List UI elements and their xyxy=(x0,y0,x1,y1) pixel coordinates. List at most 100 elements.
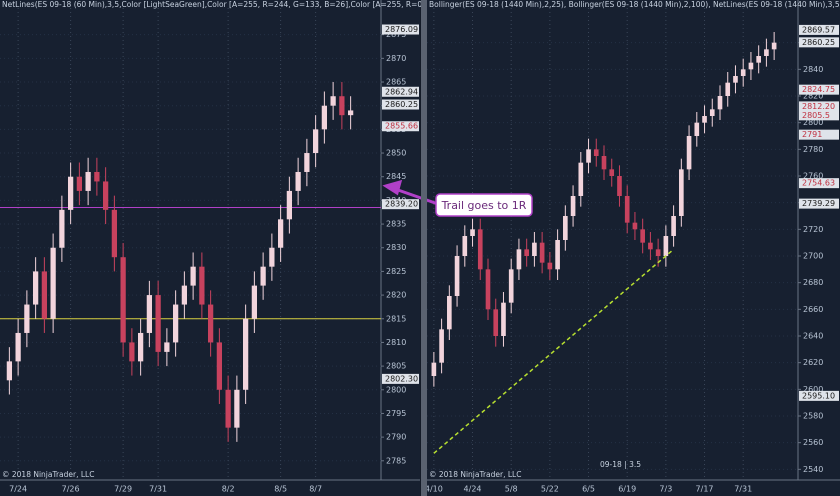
x-tick-label: 8/7 xyxy=(309,485,322,494)
candle-body xyxy=(313,129,319,154)
instrument-note: 09-18 | 3.5 xyxy=(600,460,641,469)
y-tick-label: 2540 xyxy=(803,465,823,474)
price-box xyxy=(799,37,839,48)
candle-body xyxy=(439,329,444,363)
plot-area xyxy=(427,0,840,496)
candle-body xyxy=(190,266,196,286)
candle-body xyxy=(702,116,707,123)
price-box-label: 2855.66 xyxy=(385,122,418,131)
candle-body xyxy=(555,240,560,270)
x-tick-label: 4/10 xyxy=(425,485,443,494)
y-tick-label: 2815 xyxy=(386,314,406,323)
candle-body xyxy=(50,247,56,319)
price-box-label: 2812.20 xyxy=(802,102,835,111)
panel-header: Bollinger(ES 09-18 (1440 Min),2,25), Bol… xyxy=(429,0,840,9)
candle-body xyxy=(33,271,39,305)
candle-body xyxy=(321,105,327,130)
y-tick-label: 2835 xyxy=(386,220,406,229)
candle-body xyxy=(756,56,761,63)
price-box-label: 2860.25 xyxy=(802,38,835,47)
candle-body xyxy=(339,96,345,116)
candle-body xyxy=(129,342,135,362)
price-box xyxy=(382,99,419,110)
y-tick-label: 2780 xyxy=(803,145,823,154)
x-tick-label: 7/31 xyxy=(149,485,167,494)
y-tick-label: 2820 xyxy=(386,291,406,300)
candle-body xyxy=(624,196,630,223)
y-tick-label: 2825 xyxy=(386,267,406,276)
y-tick-label: 2640 xyxy=(803,332,823,341)
candle-body xyxy=(234,389,240,428)
y-tick-label: 2790 xyxy=(386,433,406,442)
candle-body xyxy=(15,332,21,362)
x-tick-label: 7/24 xyxy=(9,485,27,494)
candle-body xyxy=(103,181,109,210)
price-box xyxy=(799,198,839,209)
candle-body xyxy=(85,171,91,191)
price-box xyxy=(382,199,419,210)
candle-body xyxy=(477,229,483,270)
candle-body xyxy=(24,304,30,333)
y-tick-label: 2620 xyxy=(803,358,823,367)
candle-body xyxy=(6,361,12,381)
x-tick-label: 8/2 xyxy=(222,485,235,494)
candle-body xyxy=(295,171,301,191)
candle-body xyxy=(740,69,746,76)
candle-body xyxy=(709,109,715,116)
candle-body xyxy=(76,176,82,191)
y-tick-label: 2660 xyxy=(803,305,823,314)
price-box-label: 2860.25 xyxy=(385,100,418,109)
candle-body xyxy=(617,176,622,196)
candle-body xyxy=(609,169,615,176)
price-box xyxy=(799,129,839,140)
y-tick-label: 2800 xyxy=(386,385,406,394)
candle-body xyxy=(679,169,684,216)
copyright: © 2018 NinjaTrader, LLC xyxy=(2,470,94,479)
y-tick-label: 2700 xyxy=(803,252,823,261)
candle-body xyxy=(748,62,754,70)
x-tick-label: 4/24 xyxy=(464,485,482,494)
price-box-label: 2739.29 xyxy=(802,199,835,208)
candle-body xyxy=(655,249,661,256)
x-tick-label: 7/26 xyxy=(62,485,80,494)
candle-body xyxy=(671,216,676,236)
candle-body xyxy=(243,318,249,390)
x-tick-label: 7/31 xyxy=(734,485,752,494)
x-tick-label: 7/17 xyxy=(696,485,714,494)
x-tick-label: 6/5 xyxy=(582,485,595,494)
candle-body xyxy=(532,242,537,256)
y-tick-label: 2830 xyxy=(386,243,406,252)
price-box-label: 2595.10 xyxy=(802,391,835,400)
candle-body xyxy=(120,257,126,343)
x-tick-label: 5/8 xyxy=(505,485,518,494)
candle-body xyxy=(539,242,545,263)
candle-body xyxy=(717,96,723,110)
candle-body xyxy=(632,222,638,230)
y-tick-label: 2800 xyxy=(803,118,823,127)
candle-body xyxy=(111,209,117,258)
y-tick-label: 2720 xyxy=(803,225,823,234)
price-box-label: 2862.94 xyxy=(385,87,418,96)
price-box-label: 2824.75 xyxy=(802,85,835,94)
candle-body xyxy=(563,216,568,240)
candle-body xyxy=(278,219,284,248)
candle-body xyxy=(570,196,576,216)
candle-body xyxy=(146,295,152,333)
copyright: © 2018 NinjaTrader, LLC xyxy=(429,470,521,479)
annotation-box xyxy=(435,193,533,217)
price-box-label: 2839.20 xyxy=(385,200,418,209)
x-tick-label: 5/22 xyxy=(541,485,559,494)
y-tick-label: 2560 xyxy=(803,438,823,447)
y-tick-label: 2785 xyxy=(386,456,406,465)
candle-body xyxy=(155,295,161,352)
annotation-arrow xyxy=(382,179,439,206)
candle-body xyxy=(348,110,354,116)
candle-body xyxy=(601,156,607,170)
price-box xyxy=(382,24,419,35)
y-tick-label: 2680 xyxy=(803,278,823,287)
y-tick-label: 2875 xyxy=(386,30,406,39)
candle-body xyxy=(493,309,499,336)
candle-body xyxy=(640,229,645,243)
y-tick-label: 2865 xyxy=(386,78,406,87)
